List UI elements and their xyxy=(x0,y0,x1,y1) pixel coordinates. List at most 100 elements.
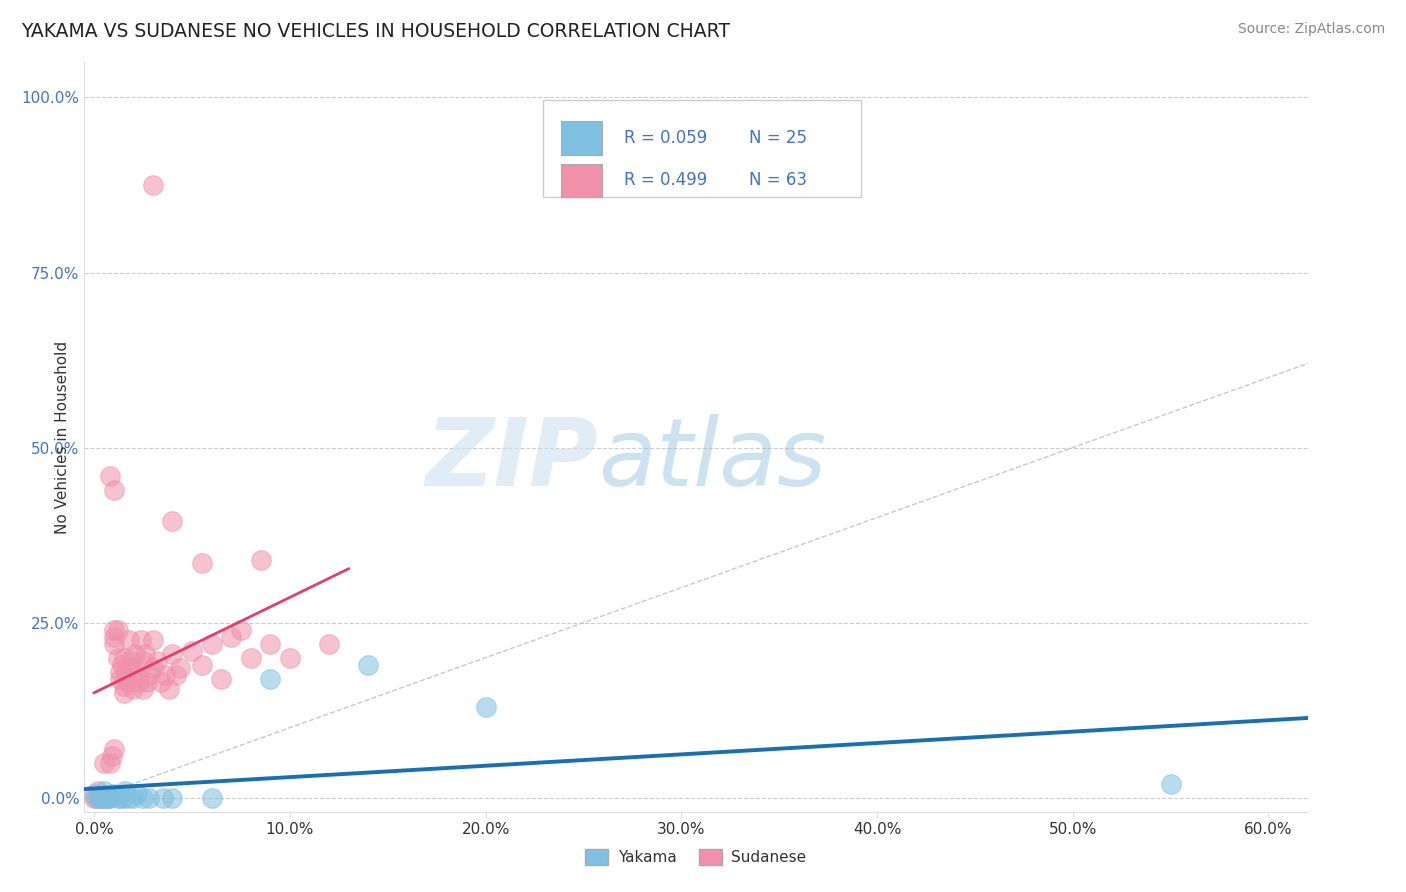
Point xyxy=(93,783,115,797)
Point xyxy=(103,787,125,801)
Point xyxy=(94,790,117,805)
Point xyxy=(142,661,165,675)
Legend: Yakama, Sudanese: Yakama, Sudanese xyxy=(579,843,813,871)
Point xyxy=(474,699,496,714)
Point xyxy=(146,654,169,668)
Point xyxy=(103,623,125,637)
Point xyxy=(122,661,145,675)
Point xyxy=(165,668,187,682)
Point xyxy=(89,790,111,805)
Point xyxy=(114,668,136,682)
Point xyxy=(132,790,155,805)
Point xyxy=(162,790,184,805)
Point xyxy=(97,790,120,805)
Point xyxy=(162,514,184,528)
Text: R = 0.499: R = 0.499 xyxy=(624,171,707,189)
Point xyxy=(169,661,191,675)
Point xyxy=(117,675,139,690)
Point xyxy=(142,178,165,192)
Point xyxy=(112,790,135,805)
Point xyxy=(181,643,204,657)
Point xyxy=(191,556,214,570)
Point xyxy=(98,756,121,770)
Point xyxy=(118,633,141,648)
FancyBboxPatch shape xyxy=(561,163,602,197)
Point xyxy=(93,756,115,770)
Point xyxy=(200,790,222,805)
Text: atlas: atlas xyxy=(598,414,827,505)
Point xyxy=(124,647,146,661)
Point xyxy=(138,790,160,805)
Text: YAKAMA VS SUDANESE NO VEHICLES IN HOUSEHOLD CORRELATION CHART: YAKAMA VS SUDANESE NO VEHICLES IN HOUSEH… xyxy=(21,22,730,41)
Point xyxy=(149,675,172,690)
Point xyxy=(112,679,135,693)
FancyBboxPatch shape xyxy=(543,100,860,197)
Point xyxy=(134,647,156,661)
Point xyxy=(97,790,120,805)
Point xyxy=(110,657,132,672)
Point xyxy=(1160,777,1182,791)
Point xyxy=(108,665,131,679)
Point xyxy=(138,668,160,682)
Point xyxy=(114,783,136,797)
Point xyxy=(89,790,111,805)
Point xyxy=(107,790,129,805)
Point xyxy=(107,623,129,637)
Point xyxy=(91,790,114,805)
Point xyxy=(112,686,135,700)
Point xyxy=(84,790,107,805)
Point xyxy=(219,630,242,644)
FancyBboxPatch shape xyxy=(561,121,602,154)
Point xyxy=(100,748,122,763)
Point xyxy=(87,790,110,805)
Point xyxy=(229,623,252,637)
Point xyxy=(249,552,271,566)
Point xyxy=(153,668,176,682)
Point xyxy=(83,787,105,801)
Point xyxy=(120,654,142,668)
Point xyxy=(132,682,155,697)
Point xyxy=(112,650,135,665)
Point xyxy=(209,672,232,686)
Text: N = 63: N = 63 xyxy=(748,171,807,189)
Point xyxy=(122,790,145,805)
Point xyxy=(108,672,131,686)
Point xyxy=(103,630,125,644)
Point xyxy=(142,633,165,648)
Point xyxy=(357,657,380,672)
Point xyxy=(259,672,281,686)
Point xyxy=(318,637,340,651)
Point xyxy=(157,682,180,697)
Point xyxy=(191,657,214,672)
Point xyxy=(200,637,222,651)
Point xyxy=(118,661,141,675)
Point xyxy=(132,654,155,668)
Point xyxy=(103,741,125,756)
Point xyxy=(162,647,184,661)
Point xyxy=(103,637,125,651)
Point xyxy=(118,790,141,805)
Text: R = 0.059: R = 0.059 xyxy=(624,128,707,147)
Point xyxy=(127,668,149,682)
Point xyxy=(259,637,281,651)
Point xyxy=(128,675,150,690)
Point xyxy=(129,633,152,648)
Point xyxy=(152,790,174,805)
Point xyxy=(83,790,105,805)
Point xyxy=(108,790,131,805)
Y-axis label: No Vehicles in Household: No Vehicles in Household xyxy=(55,341,70,533)
Text: N = 25: N = 25 xyxy=(748,128,807,147)
Point xyxy=(91,790,114,805)
Point xyxy=(127,787,149,801)
Point xyxy=(94,790,117,805)
Text: Source: ZipAtlas.com: Source: ZipAtlas.com xyxy=(1237,22,1385,37)
Point xyxy=(98,468,121,483)
Point xyxy=(122,682,145,697)
Point xyxy=(136,675,159,690)
Point xyxy=(278,650,301,665)
Text: ZIP: ZIP xyxy=(425,414,598,506)
Point xyxy=(87,783,110,797)
Point xyxy=(103,483,125,497)
Point xyxy=(107,650,129,665)
Point xyxy=(239,650,262,665)
